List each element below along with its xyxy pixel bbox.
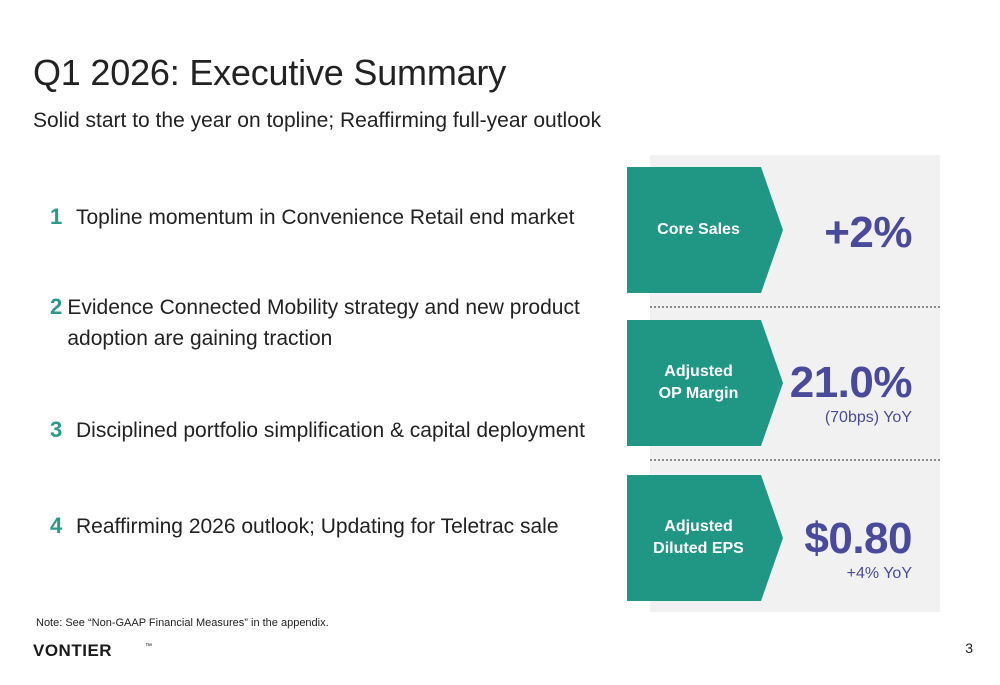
svg-text:™: ™ [145, 643, 152, 650]
metric-sub: (70bps) YoY [824, 409, 912, 426]
point-number: 3 [50, 417, 63, 442]
point-text: Disciplined portfolio simplification & c… [76, 419, 585, 442]
point-number: 4 [50, 513, 63, 538]
point-1: 1 Topline momentum in Convenience Retail… [50, 202, 610, 233]
core-sales-chevron: Core Sales [627, 167, 783, 293]
point-2: 2 Evidence Connected Mobility strategy a… [50, 292, 590, 354]
metric-label: Adjusted OP Margin [658, 363, 739, 402]
chevron-shape [627, 320, 783, 446]
point-number: 1 [50, 204, 63, 229]
point-text: Topline momentum in Convenience Retail e… [76, 206, 575, 229]
chevron-shape [627, 475, 783, 601]
metric-label: Core Sales [657, 221, 740, 238]
eps-chevron: Adjusted Diluted EPS [627, 475, 783, 601]
metric-value: +2% [824, 208, 912, 257]
op-margin-chevron: Adjusted OP Margin [627, 320, 783, 446]
chevron-shape [627, 167, 783, 293]
point-text: Evidence Connected Mobility strategy and… [67, 296, 580, 350]
eps-metric: $0.80 +4% YoY [804, 515, 912, 585]
metrics-divider [650, 459, 940, 461]
page-number: 3 [965, 640, 973, 656]
point-4: 4 Reaffirming 2026 outlook; Updating for… [50, 511, 610, 542]
metric-value: 21.0% [789, 358, 913, 407]
metrics-divider [650, 306, 940, 308]
metric-label: Adjusted Diluted EPS [653, 518, 744, 557]
point-number: 2 [50, 294, 63, 319]
metric-sub: +4% YoY [846, 565, 912, 582]
svg-text:VONTIER: VONTIER [33, 641, 112, 659]
footnote: Note: See “Non-GAAP Financial Measures” … [36, 617, 329, 629]
slide-subtitle: Solid start to the year on topline; Reaf… [33, 109, 602, 132]
point-text: Reaffirming 2026 outlook; Updating for T… [76, 515, 559, 538]
metric-value: $0.80 [804, 514, 912, 563]
core-sales-metric: +2% [824, 209, 912, 257]
point-3: 3 Disciplined portfolio simplification &… [50, 415, 610, 446]
logo-icon: VONTIER ™ [33, 641, 152, 660]
op-margin-metric: 21.0% (70bps) YoY [789, 358, 913, 429]
slide-title: Q1 2026: Executive Summary [33, 52, 507, 93]
vontier-logo: VONTIER ™ [33, 641, 155, 664]
